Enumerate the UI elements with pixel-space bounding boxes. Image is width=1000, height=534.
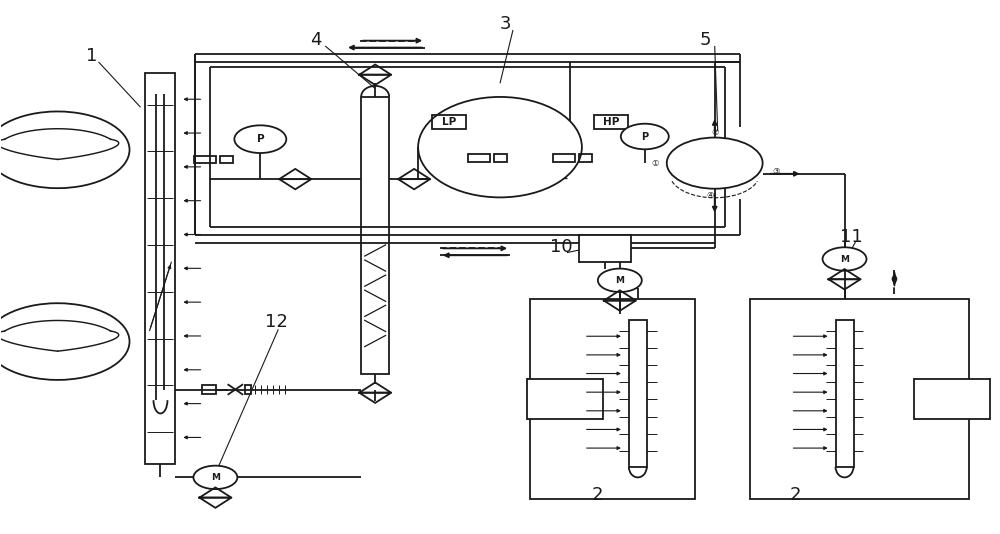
- Bar: [194, 156, 216, 163]
- Circle shape: [621, 124, 669, 150]
- Text: M: M: [211, 473, 220, 482]
- Text: M: M: [840, 255, 849, 263]
- Text: 10: 10: [550, 238, 573, 256]
- Bar: [629, 320, 647, 467]
- Text: 1: 1: [86, 46, 97, 65]
- Bar: [468, 154, 490, 162]
- Ellipse shape: [418, 97, 582, 198]
- Circle shape: [234, 125, 286, 153]
- Bar: [145, 73, 175, 464]
- Text: 2: 2: [592, 486, 603, 504]
- Text: LP: LP: [442, 116, 456, 127]
- Text: M: M: [615, 276, 624, 285]
- Bar: [494, 154, 507, 162]
- Bar: [750, 299, 969, 499]
- Text: ①: ①: [651, 159, 659, 168]
- Bar: [579, 234, 631, 262]
- Text: 12: 12: [265, 313, 288, 331]
- Text: 5: 5: [700, 30, 711, 49]
- Text: 11: 11: [840, 227, 862, 246]
- Text: P: P: [257, 134, 264, 144]
- Circle shape: [667, 138, 763, 189]
- Circle shape: [193, 466, 237, 489]
- Bar: [553, 154, 575, 162]
- Bar: [530, 299, 695, 499]
- Text: ④: ④: [706, 191, 713, 200]
- Bar: [836, 320, 854, 467]
- Text: ③: ③: [773, 167, 780, 176]
- Bar: [914, 379, 990, 419]
- Bar: [594, 115, 628, 129]
- Bar: [527, 379, 603, 419]
- Circle shape: [598, 269, 642, 292]
- Circle shape: [823, 247, 866, 271]
- Bar: [361, 97, 389, 373]
- Text: 2: 2: [790, 486, 801, 504]
- Text: 4: 4: [310, 30, 322, 49]
- Text: 3: 3: [500, 14, 512, 33]
- Bar: [579, 154, 592, 162]
- Bar: [220, 156, 233, 163]
- Bar: [245, 384, 251, 394]
- Text: ②: ②: [711, 128, 718, 137]
- Text: P: P: [641, 131, 648, 142]
- Text: HP: HP: [603, 116, 619, 127]
- Bar: [202, 384, 216, 394]
- Bar: [432, 115, 466, 129]
